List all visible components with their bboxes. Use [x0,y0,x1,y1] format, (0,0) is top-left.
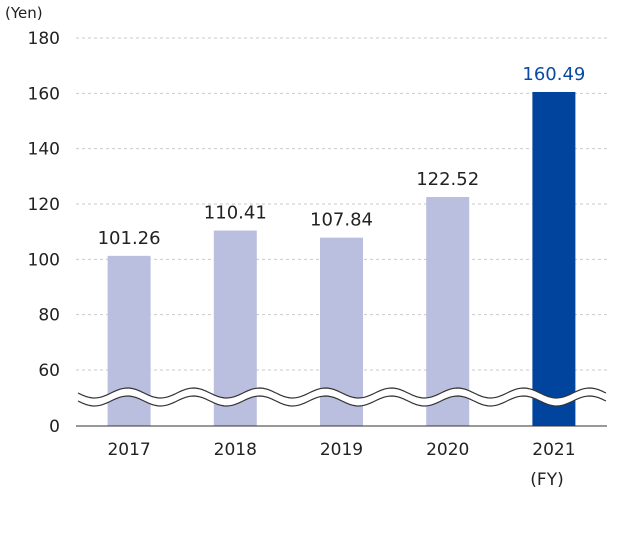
axis-break-band [78,388,606,406]
x-tick-label-2017: 2017 [107,440,150,460]
data-label-2020: 122.52 [416,169,479,190]
axis-break-wave-lower [77,395,607,407]
axis-break-wave-upper [77,387,607,399]
data-labels: 101.26 110.41 107.84 122.52 160.49 [98,64,586,249]
y-tick-label: 160 [28,84,60,104]
y-tick-label: 60 [38,361,60,381]
data-label-2018: 110.41 [204,203,267,224]
x-tick-label-2018: 2018 [214,440,257,460]
y-tick-label: 80 [38,306,60,326]
x-tick-label-2019: 2019 [320,440,363,460]
y-tick-label: 140 [28,140,60,160]
y-tick-label: 0 [49,417,60,437]
y-tick-label: 100 [28,250,60,270]
y-tick-label: 120 [28,195,60,215]
y-tick-label: 180 [28,29,60,49]
bar-2020 [426,197,470,426]
x-tick-label-2021: 2021 [532,440,575,460]
x-unit-label: (FY) [530,470,563,490]
axis-break [77,387,607,407]
y-unit-label: (Yen) [5,4,43,22]
bars [107,91,576,427]
x-tick-labels: 2017 2018 2019 2020 2021 [107,440,575,460]
data-label-2021: 160.49 [522,64,585,85]
x-tick-label-2020: 2020 [426,440,469,460]
bar-2021 [532,91,576,427]
y-tick-labels: 0 60 80 100 120 140 160 180 [28,29,60,437]
data-label-2017: 101.26 [98,228,161,249]
data-label-2019: 107.84 [310,210,373,231]
